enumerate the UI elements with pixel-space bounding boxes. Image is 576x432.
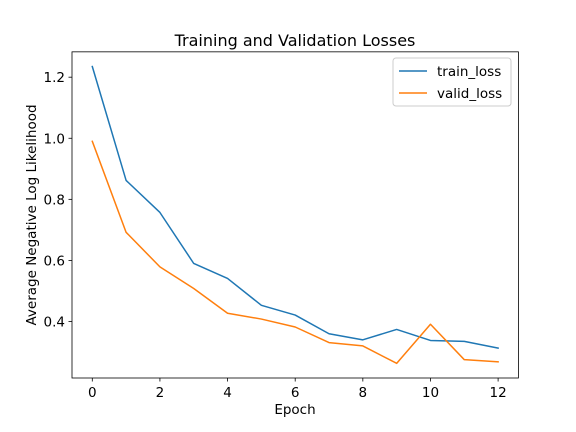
legend-box: [392, 57, 512, 107]
y-axis-ticks: 0.4 0.6 0.8 1.0 1.2: [44, 70, 72, 331]
x-tick-label: 2: [156, 385, 165, 401]
y-axis-label: Average Negative Log Likelihood: [24, 104, 40, 325]
series-line-valid-loss: [91, 140, 499, 365]
x-tick-label: 12: [490, 385, 507, 401]
x-axis-label: Epoch: [274, 402, 315, 418]
x-tick-label: 8: [359, 385, 368, 401]
series-line-train-loss: [91, 65, 499, 349]
y-tick-label: 1.2: [44, 70, 65, 86]
legend-label-train-loss: train_loss: [437, 64, 501, 80]
x-tick-label: 0: [88, 385, 97, 401]
y-tick-label: 0.4: [44, 315, 65, 331]
x-axis-ticks: 0 2 4 6 8 10 12: [88, 378, 507, 401]
plot-area: 0 2 4 6 8 10 12 0.4 0.6 0.8 1.0 1.2: [44, 51, 519, 401]
y-tick-label: 0.6: [44, 253, 65, 269]
legend-entries: train_loss valid_loss: [399, 64, 502, 102]
x-tick-label: 10: [422, 385, 439, 401]
series-lines: [91, 65, 499, 365]
legend-label-valid-loss: valid_loss: [437, 86, 502, 102]
chart-title: Training and Validation Losses: [174, 31, 416, 50]
legend: train_loss valid_loss: [392, 57, 512, 107]
y-tick-label: 1.0: [44, 131, 65, 147]
y-tick-label: 0.8: [44, 192, 65, 208]
x-tick-label: 4: [223, 385, 232, 401]
x-tick-label: 6: [291, 385, 300, 401]
